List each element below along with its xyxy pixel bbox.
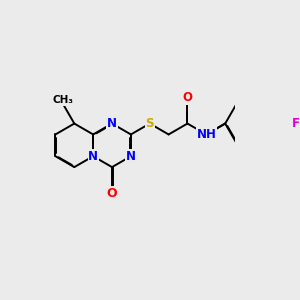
Text: S: S	[146, 117, 154, 130]
Text: F: F	[292, 117, 300, 130]
Text: N: N	[107, 117, 117, 130]
Text: O: O	[107, 187, 117, 200]
Text: N: N	[126, 150, 136, 163]
Text: NH: NH	[196, 128, 216, 141]
Text: N: N	[88, 150, 98, 163]
Text: CH₃: CH₃	[53, 95, 74, 105]
Text: O: O	[182, 92, 193, 104]
